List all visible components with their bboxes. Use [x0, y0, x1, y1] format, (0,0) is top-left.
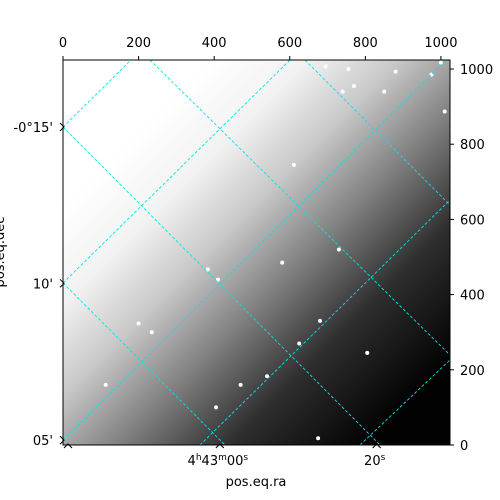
y-axis-title: pos.eq.dec [0, 217, 8, 288]
grid-line [63, 60, 132, 128]
right-tick-label: 600 [460, 213, 485, 228]
plot-frame [62, 59, 451, 446]
left-axis: -0°15' 10' 05' [13, 121, 65, 449]
star [346, 67, 351, 72]
right-tick-label: 400 [460, 289, 485, 304]
left-tick-mark [59, 122, 65, 132]
top-tick-label: 1000 [424, 36, 457, 51]
star [238, 382, 243, 387]
star [215, 277, 220, 282]
left-tick-label: 05' [33, 434, 53, 449]
left-tick-label: 10' [33, 277, 53, 292]
grid-line [304, 60, 450, 206]
star [136, 321, 141, 326]
grid-line [199, 199, 450, 445]
bottom-tick-mark [372, 443, 382, 449]
star [317, 318, 322, 323]
bottom-tick-mark [215, 443, 225, 449]
right-tick-label: 200 [460, 364, 485, 379]
star [340, 89, 345, 94]
left-tick-mark [59, 435, 65, 445]
star [352, 83, 357, 88]
star [291, 162, 296, 167]
bottom-tick-label: 20s [364, 453, 386, 469]
star [323, 64, 328, 69]
left-tick-mark [59, 278, 65, 288]
bottom-tick-mark [63, 443, 73, 449]
star [214, 405, 219, 410]
right-tick-label: 1000 [460, 63, 493, 78]
grid-line [149, 60, 450, 356]
top-tick-label: 0 [59, 36, 67, 51]
grid-line [359, 359, 450, 445]
star [316, 436, 321, 441]
right-tick-label: 800 [460, 138, 485, 153]
star [280, 260, 285, 265]
star [442, 109, 447, 114]
left-tick-label: -0°15' [13, 121, 53, 136]
star [365, 350, 370, 355]
star [103, 382, 108, 387]
star [205, 267, 210, 272]
star [336, 247, 341, 252]
star [393, 69, 398, 74]
star [382, 89, 387, 94]
image-area [63, 60, 450, 445]
right-axis: 0 200 400 600 800 1000 [450, 63, 493, 454]
coordinate-grid [63, 60, 450, 445]
bottom-axis: 4h43m00s 20s [63, 443, 386, 469]
star [297, 341, 302, 346]
x-axis-title: pos.eq.ra [226, 475, 287, 490]
star-layer [103, 60, 447, 441]
grid-line [63, 60, 291, 284]
star [149, 330, 154, 335]
right-tick-label: 0 [460, 439, 468, 454]
top-axis: 0 200 400 600 800 1000 [59, 36, 457, 60]
grid-line [63, 282, 226, 445]
top-tick-label: 400 [202, 36, 227, 51]
bottom-tick-label: 4h43m00s [188, 453, 249, 469]
star [438, 60, 443, 65]
top-tick-label: 800 [353, 36, 378, 51]
top-tick-label: 600 [277, 36, 302, 51]
star [265, 374, 270, 379]
top-tick-label: 200 [126, 36, 151, 51]
sky-image [63, 60, 450, 445]
